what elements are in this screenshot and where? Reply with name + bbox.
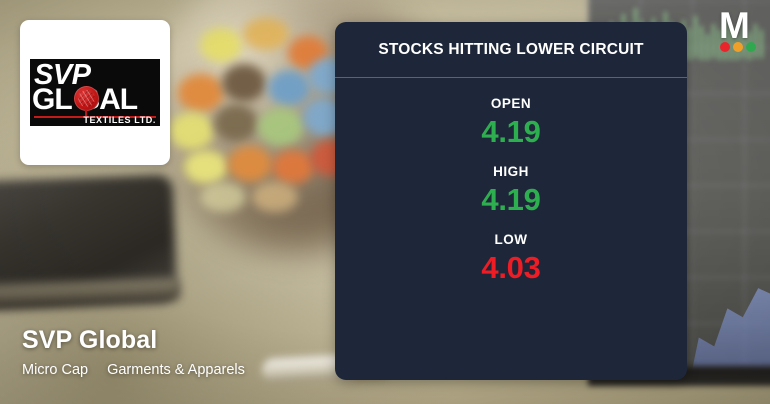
stat-value: 4.19 <box>481 114 541 149</box>
candy-blob <box>243 18 289 50</box>
logo-divider <box>34 116 156 118</box>
dot-green-icon <box>746 42 756 52</box>
logo-text-svp: SVP <box>34 59 91 91</box>
moneycontrol-logo: M <box>712 5 762 55</box>
candy-blob <box>178 74 224 112</box>
dot-red-icon <box>720 42 730 52</box>
company-tags: Micro Cap Garments & Apparels <box>22 362 322 378</box>
stat-value: 4.03 <box>481 250 541 285</box>
candy-blob <box>214 104 258 142</box>
stat-value: 4.19 <box>481 182 541 217</box>
candy-blob <box>252 182 298 212</box>
page-title: SVP Global <box>22 326 158 354</box>
tag-market-cap: Micro Cap <box>22 362 89 378</box>
candy-blob <box>170 112 214 150</box>
stats-card-title: STOCKS HITTING LOWER CIRCUIT <box>378 40 644 58</box>
moneycontrol-m-icon: M <box>719 5 750 46</box>
candy-blob <box>268 70 310 106</box>
stat-label: LOW <box>494 232 528 247</box>
candy-blob <box>184 150 228 184</box>
candy-blob <box>228 146 272 182</box>
stat-row-low: LOW 4.03 <box>335 231 687 287</box>
stat-label: HIGH <box>493 164 529 179</box>
tag-sector: Garments & Apparels <box>107 362 245 378</box>
svp-global-logo: SVP GL BAL TEXTILES LTD. <box>30 59 160 126</box>
candy-blob <box>200 182 246 212</box>
stats-card-body: OPEN 4.19 HIGH 4.19 LOW 4.03 <box>335 78 687 299</box>
logo-text-textiles: TEXTILES LTD. <box>83 115 156 125</box>
company-caption: SVP Global Micro Cap Garments & Apparels <box>22 325 322 378</box>
candy-blob <box>200 28 242 62</box>
candy-blob <box>222 64 266 102</box>
stats-card: STOCKS HITTING LOWER CIRCUIT OPEN 4.19 H… <box>335 22 687 380</box>
yarn-stand-icon <box>85 109 87 117</box>
moneycontrol-dots <box>720 42 756 52</box>
candy-blob <box>258 108 304 146</box>
yarn-ball-icon <box>74 86 99 111</box>
stats-card-header: STOCKS HITTING LOWER CIRCUIT <box>335 22 687 78</box>
company-logo-card: SVP GL BAL TEXTILES LTD. <box>20 20 170 165</box>
stat-label: OPEN <box>490 96 532 111</box>
stat-row-high: HIGH 4.19 <box>335 163 687 219</box>
stat-row-open: OPEN 4.19 <box>335 95 687 151</box>
candy-blob <box>272 150 314 184</box>
dot-orange-icon <box>733 42 743 52</box>
